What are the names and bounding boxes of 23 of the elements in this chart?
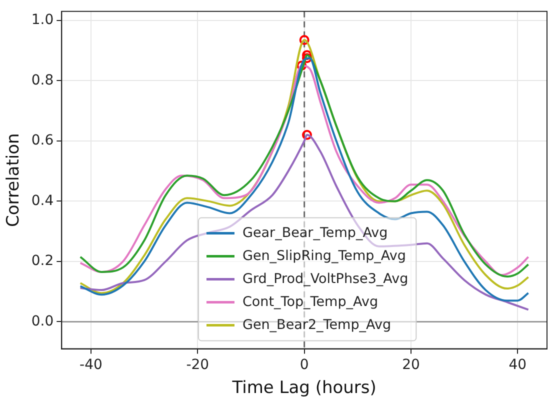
point	[299, 35, 310, 46]
y-tick-label: 0.2	[31, 253, 54, 270]
y-axis-title: Correlation	[4, 133, 24, 227]
x-tick-label: -20	[186, 356, 210, 373]
y-tick-label: 0.0	[31, 313, 54, 330]
point	[302, 130, 312, 140]
x-tick-label: 40	[508, 356, 527, 373]
y-tick-label: 1.0	[31, 12, 54, 28]
point	[302, 50, 312, 60]
x-tick-label: -40	[80, 356, 102, 373]
y-tick-label: 0.8	[31, 72, 54, 88]
y-tick-label: 0.4	[31, 192, 54, 209]
y-tick-label: 0.6	[31, 132, 54, 149]
legend-label: Gen_Bear2_Temp_Avg	[242, 316, 392, 333]
legend-label: Cont_Top_Temp_Avg	[242, 294, 378, 310]
point	[296, 60, 307, 71]
x-axis-title: Time Lag (hours)	[231, 378, 376, 398]
point	[302, 53, 312, 64]
x-tick-label: 0	[300, 356, 309, 373]
legend-label: Gen_SlipRing_Temp_Avg	[242, 248, 406, 264]
legend-label: Grd_Prod_VoltPhse3_Avg	[242, 270, 408, 287]
x-tick-label: 20	[402, 356, 420, 373]
legend-label: Gear_Bear_Temp_Avg	[242, 224, 388, 241]
